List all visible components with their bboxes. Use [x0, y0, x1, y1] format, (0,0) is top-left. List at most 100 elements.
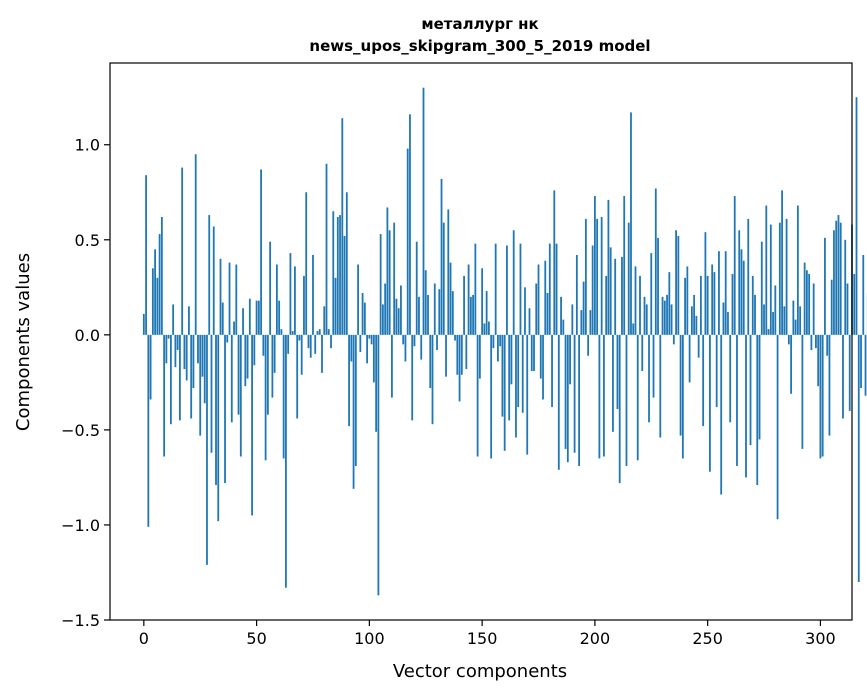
bar	[689, 335, 691, 383]
bar	[538, 265, 540, 335]
chart-subtitle: news_upos_skipgram_300_5_2019 model	[309, 37, 650, 55]
bar	[335, 278, 337, 335]
bar	[605, 276, 607, 335]
bar	[247, 335, 249, 379]
bar	[637, 335, 639, 460]
x-tick-label: 0	[139, 629, 149, 648]
bar	[276, 265, 278, 335]
bar	[547, 293, 549, 335]
bar	[308, 335, 310, 348]
bar	[511, 335, 513, 384]
bar	[240, 335, 242, 457]
bar	[332, 211, 334, 335]
bar	[258, 301, 260, 335]
bar	[222, 303, 224, 335]
bar	[840, 223, 842, 335]
bar	[251, 335, 253, 516]
bar	[393, 223, 395, 335]
bar	[177, 335, 179, 350]
bar	[801, 335, 803, 449]
bar	[856, 97, 858, 335]
bar	[817, 335, 819, 386]
bar	[445, 335, 447, 377]
bar	[436, 335, 438, 350]
bar	[677, 236, 679, 335]
x-tick-label: 250	[692, 629, 723, 648]
bar	[594, 196, 596, 335]
bar	[344, 236, 346, 335]
y-axis-label: Components values	[13, 253, 34, 431]
bar	[400, 285, 402, 334]
bar	[260, 169, 262, 334]
y-tick-label: −1.0	[61, 516, 100, 535]
bar	[680, 335, 682, 436]
bar	[290, 253, 292, 335]
bar	[163, 335, 165, 457]
bar	[632, 323, 634, 334]
bar	[330, 335, 332, 348]
bar	[535, 284, 537, 335]
bar	[569, 335, 571, 384]
bar	[732, 274, 734, 335]
bar	[350, 335, 352, 362]
bar	[465, 335, 467, 369]
bar	[450, 263, 452, 335]
bar	[357, 265, 359, 335]
bar	[389, 230, 391, 335]
bar	[720, 335, 722, 495]
bar	[373, 335, 375, 383]
bar	[673, 335, 675, 345]
bar	[705, 232, 707, 335]
bar	[599, 335, 601, 459]
bar	[181, 168, 183, 335]
bar	[565, 335, 567, 449]
bar	[553, 190, 555, 334]
bar	[824, 238, 826, 335]
bar	[621, 257, 623, 335]
bar	[562, 320, 564, 335]
bar	[314, 335, 316, 354]
bar	[359, 335, 361, 352]
bar	[648, 335, 650, 422]
bar	[610, 247, 612, 334]
bar	[718, 251, 720, 335]
bar	[391, 335, 393, 398]
bar	[650, 253, 652, 335]
bar	[795, 320, 797, 335]
bar	[571, 304, 573, 334]
bar	[353, 335, 355, 489]
bar	[278, 301, 280, 335]
y-tick-label: −0.5	[61, 421, 100, 440]
bar	[702, 335, 704, 426]
bar	[847, 284, 849, 335]
bar	[488, 322, 490, 335]
bar	[441, 179, 443, 335]
bar	[707, 276, 709, 335]
bar	[788, 335, 790, 345]
bar	[711, 265, 713, 335]
bar	[362, 293, 364, 335]
bar	[589, 310, 591, 335]
bar	[560, 297, 562, 335]
bar	[644, 297, 646, 335]
bar	[312, 255, 314, 335]
bar	[143, 314, 145, 335]
bar	[416, 242, 418, 335]
x-tick-label: 150	[467, 629, 498, 648]
y-tick-label: 0.5	[75, 231, 100, 250]
bar	[423, 88, 425, 335]
bar	[161, 217, 163, 335]
bar	[630, 112, 632, 334]
bar	[529, 308, 531, 335]
bar	[826, 335, 828, 356]
bar	[472, 295, 474, 335]
bar	[271, 335, 273, 398]
bar	[691, 306, 693, 335]
bar	[727, 312, 729, 335]
bar	[592, 246, 594, 335]
bar	[520, 244, 522, 335]
bar	[371, 335, 373, 345]
bar	[614, 259, 616, 335]
bar	[533, 335, 535, 371]
